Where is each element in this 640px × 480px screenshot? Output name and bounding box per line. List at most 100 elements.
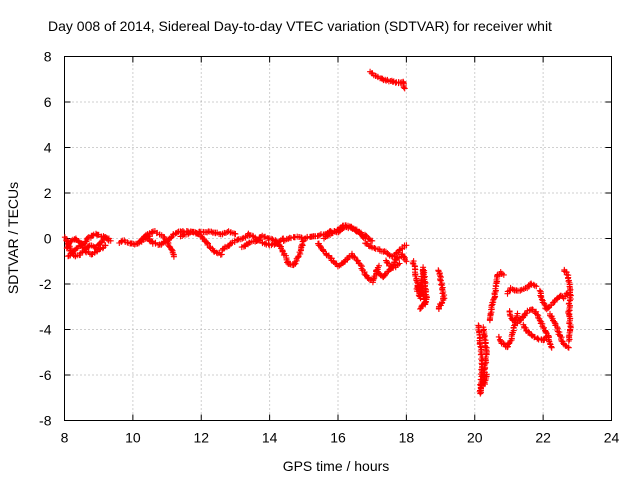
- data-point-marker: [548, 344, 555, 351]
- data-point-marker: [543, 333, 550, 340]
- x-tick-labels: 8 10 12 14 16 18 20 22 24: [61, 430, 620, 446]
- data-point-marker: [319, 247, 326, 254]
- x-tick-label: 10: [125, 430, 141, 446]
- y-tick-labels: -8 -6 -4 -2 0 2 4 6 8: [39, 49, 52, 429]
- data-point-marker: [288, 235, 294, 242]
- x-tick-label: 14: [262, 430, 278, 446]
- y-tick-label: 8: [44, 49, 52, 65]
- data-point-marker: [152, 240, 159, 247]
- data-point-marker: [187, 229, 194, 236]
- data-point-marker: [208, 228, 215, 235]
- data-point-marker: [82, 238, 89, 245]
- data-point-marker: [368, 243, 374, 250]
- data-point-marker: [482, 337, 489, 344]
- data-point-marker: [80, 242, 87, 248]
- data-point-marker: [420, 291, 427, 298]
- data-point-marker: [357, 262, 364, 268]
- data-point-marker: [437, 301, 443, 308]
- data-points: [61, 68, 574, 397]
- data-point-marker: [396, 260, 403, 267]
- y-tick-label: -4: [39, 322, 52, 338]
- chart-title: Day 008 of 2014, Sidereal Day-to-day VTE…: [48, 18, 552, 34]
- data-point-marker: [565, 344, 572, 351]
- y-tick-label: -8: [39, 413, 52, 429]
- data-point-marker: [376, 262, 382, 269]
- data-point-marker: [298, 234, 304, 241]
- data-point-marker: [226, 243, 232, 249]
- data-point-marker: [536, 317, 543, 324]
- data-point-marker: [482, 381, 488, 388]
- axis-ticks: [64, 56, 612, 421]
- data-point-marker: [168, 246, 175, 253]
- x-tick-label: 8: [61, 430, 69, 446]
- data-point-marker: [538, 296, 545, 303]
- y-tick-label: -6: [39, 367, 52, 383]
- data-point-marker: [417, 306, 423, 312]
- data-point-marker: [370, 275, 377, 282]
- data-point-marker: [495, 334, 502, 340]
- data-point-marker: [488, 302, 495, 309]
- data-point-marker: [482, 360, 489, 367]
- y-tick-label: -2: [39, 276, 52, 292]
- data-point-marker: [541, 324, 547, 331]
- y-tick-label: 0: [44, 231, 52, 247]
- data-point-marker: [403, 242, 410, 249]
- data-point-marker: [280, 238, 287, 244]
- data-point-marker: [500, 271, 507, 278]
- data-point-marker: [269, 236, 276, 243]
- y-tick-label: 4: [44, 140, 52, 156]
- x-tick-label: 20: [467, 430, 483, 446]
- y-tick-label: 2: [44, 185, 52, 201]
- data-point-marker: [565, 337, 572, 344]
- data-point-marker: [210, 247, 217, 254]
- data-point-marker: [369, 237, 376, 244]
- data-point-marker: [105, 235, 112, 242]
- data-point-marker: [316, 232, 323, 239]
- data-point-marker: [204, 229, 211, 236]
- x-tick-label: 16: [330, 430, 346, 446]
- data-point-marker: [528, 280, 535, 287]
- data-point-marker: [418, 305, 424, 312]
- x-tick-label: 12: [193, 430, 209, 446]
- grid-lines: [64, 56, 612, 421]
- data-point-marker: [563, 290, 570, 297]
- data-point-marker: [400, 84, 407, 91]
- data-point-marker: [541, 301, 548, 308]
- data-point-marker: [435, 306, 442, 312]
- data-point-marker: [422, 301, 429, 308]
- data-point-marker: [401, 85, 408, 92]
- data-point-marker: [124, 239, 131, 246]
- data-point-marker: [232, 231, 239, 237]
- data-point-marker: [542, 329, 549, 336]
- data-point-marker: [419, 302, 426, 309]
- data-point-marker: [514, 310, 521, 317]
- data-point-marker: [403, 258, 410, 265]
- y-tick-label: 6: [44, 94, 52, 110]
- data-point-marker: [371, 245, 378, 252]
- x-tick-label: 22: [535, 430, 551, 446]
- data-point-marker: [438, 281, 445, 288]
- data-point-marker: [533, 283, 540, 290]
- data-point-marker: [170, 253, 177, 260]
- data-point-marker: [420, 296, 427, 303]
- data-point-marker: [534, 311, 541, 318]
- data-point-marker: [63, 245, 70, 252]
- data-point-marker: [534, 335, 541, 342]
- x-tick-label: 24: [604, 430, 620, 446]
- x-tick-label: 18: [399, 430, 415, 446]
- data-point-marker: [323, 233, 330, 240]
- y-axis-label: SDTVAR / TECUs: [5, 182, 21, 294]
- data-point-marker: [507, 312, 514, 319]
- x-axis-label: GPS time / hours: [283, 458, 390, 474]
- data-point-marker: [497, 337, 504, 344]
- data-point-marker: [566, 297, 573, 304]
- data-point-marker: [102, 242, 109, 249]
- data-point-marker: [480, 324, 487, 331]
- data-point-marker: [148, 238, 155, 245]
- data-point-marker: [89, 232, 96, 239]
- data-point-marker: [239, 235, 246, 242]
- data-point-marker: [131, 241, 138, 248]
- data-point-marker: [291, 261, 298, 268]
- data-point-marker: [491, 290, 498, 297]
